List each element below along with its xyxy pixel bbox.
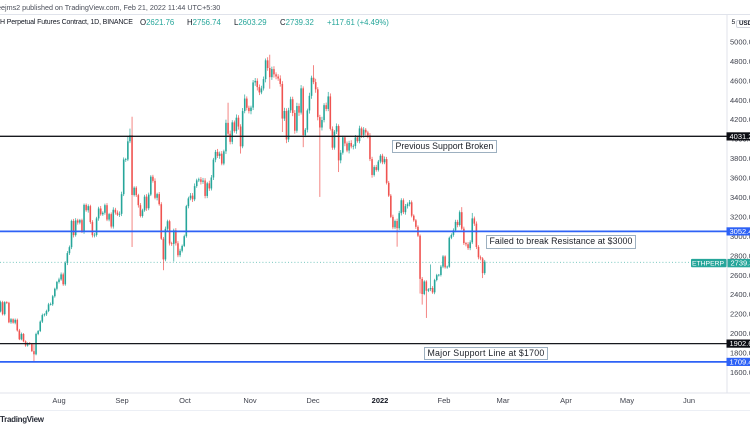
svg-text:Sep: Sep xyxy=(115,396,128,405)
svg-text:1800.0: 1800.0 xyxy=(730,349,750,358)
svg-text:ETHPERP: ETHPERP xyxy=(692,260,725,267)
svg-text:2000.0: 2000.0 xyxy=(730,329,750,338)
svg-text:3800.0: 3800.0 xyxy=(730,154,750,163)
svg-text:Apr: Apr xyxy=(560,396,572,405)
svg-text:3200.0: 3200.0 xyxy=(730,212,750,221)
svg-text:2800.0: 2800.0 xyxy=(730,251,750,260)
svg-text:Jun: Jun xyxy=(683,396,695,405)
svg-text:3600.0: 3600.0 xyxy=(730,174,750,183)
svg-text:4600.0: 4600.0 xyxy=(730,76,750,85)
svg-text:1709.4: 1709.4 xyxy=(730,357,750,366)
svg-text:Oct: Oct xyxy=(179,396,192,405)
svg-text:Nov: Nov xyxy=(243,396,257,405)
svg-text:Feb: Feb xyxy=(438,396,451,405)
svg-text:2022: 2022 xyxy=(372,396,389,405)
svg-text:5000.0: 5000.0 xyxy=(730,38,750,47)
svg-text:1600.0: 1600.0 xyxy=(730,368,750,377)
svg-text:2600.0: 2600.0 xyxy=(730,271,750,280)
svg-text:3400.0: 3400.0 xyxy=(730,193,750,202)
svg-text:4800.0: 4800.0 xyxy=(730,57,750,66)
svg-text:Dec: Dec xyxy=(306,396,320,405)
svg-text:May: May xyxy=(620,396,634,405)
svg-text:4031.2: 4031.2 xyxy=(730,132,750,141)
svg-text:Mar: Mar xyxy=(497,396,510,405)
svg-text:3000.0: 3000.0 xyxy=(730,232,750,241)
svg-text:Aug: Aug xyxy=(52,396,65,405)
svg-text:2200.0: 2200.0 xyxy=(730,310,750,319)
svg-text:4400.0: 4400.0 xyxy=(730,96,750,105)
svg-text:3052.4: 3052.4 xyxy=(730,227,750,236)
svg-text:2400.0: 2400.0 xyxy=(730,290,750,299)
svg-text:1902.6: 1902.6 xyxy=(730,339,750,348)
svg-text:4200.0: 4200.0 xyxy=(730,115,750,124)
svg-text:2739.3: 2739.3 xyxy=(731,259,750,268)
